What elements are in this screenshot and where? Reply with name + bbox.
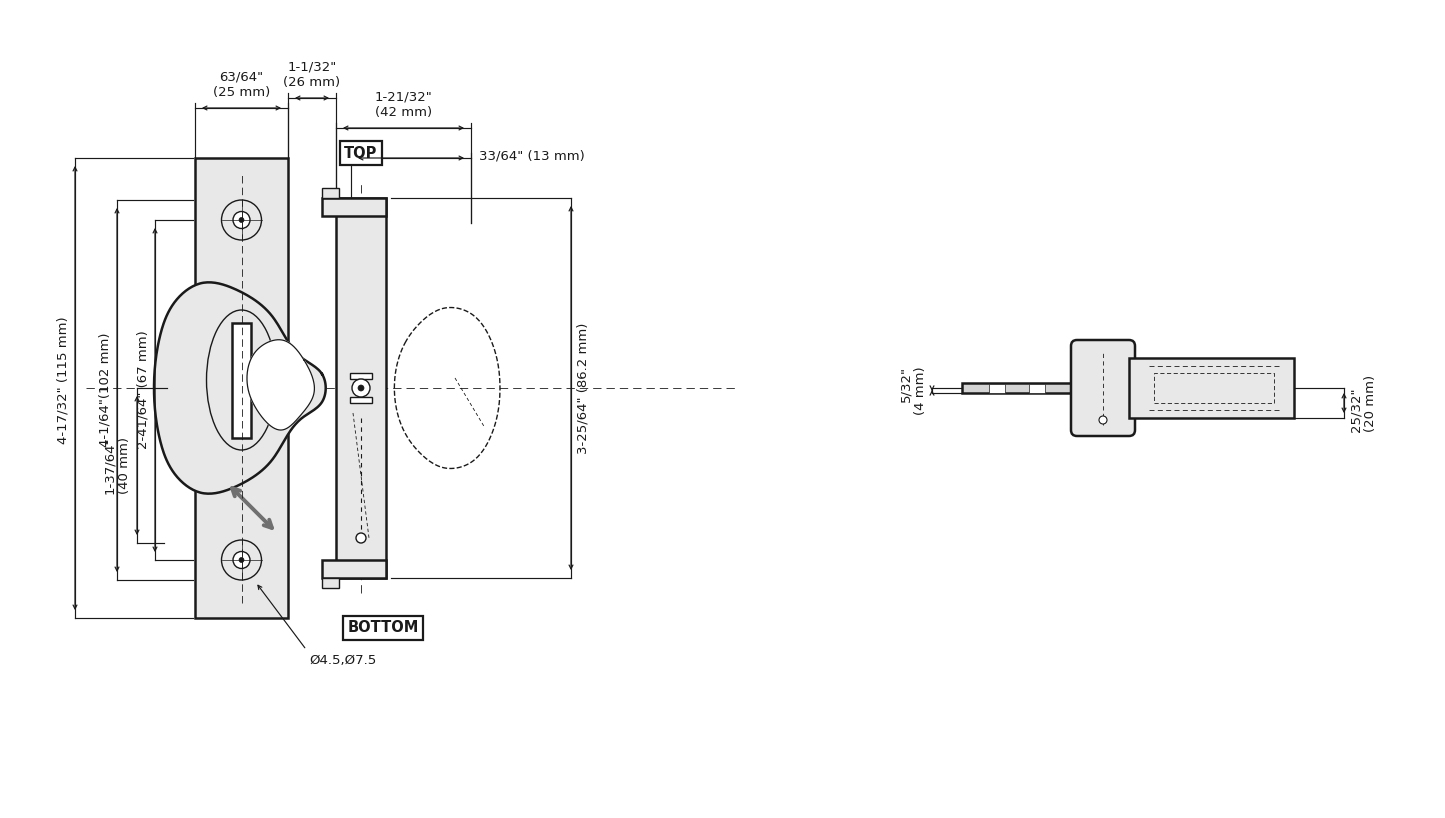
- Bar: [988, 384, 1004, 393]
- Bar: [322, 188, 340, 198]
- Text: 2-41/64" (67 mm): 2-41/64" (67 mm): [136, 330, 149, 449]
- Bar: [195, 158, 288, 618]
- Bar: [962, 383, 1077, 393]
- Text: TOP: TOP: [344, 146, 377, 160]
- Circle shape: [233, 212, 250, 228]
- Text: 1-37/64"
(40 mm): 1-37/64" (40 mm): [103, 437, 131, 494]
- Text: 25/32"
(20 mm): 25/32" (20 mm): [1350, 375, 1377, 432]
- Circle shape: [238, 558, 244, 563]
- Polygon shape: [155, 282, 325, 493]
- Text: 4-17/32" (115 mm): 4-17/32" (115 mm): [56, 317, 69, 444]
- Circle shape: [1100, 416, 1107, 424]
- Text: 33/64" (13 mm): 33/64" (13 mm): [478, 150, 585, 163]
- Bar: [1029, 384, 1045, 393]
- Text: 3-25/64" (86.2 mm): 3-25/64" (86.2 mm): [577, 322, 590, 454]
- Circle shape: [233, 551, 250, 569]
- Circle shape: [221, 540, 262, 580]
- Text: 63/64"
(25 mm): 63/64" (25 mm): [212, 71, 270, 99]
- Circle shape: [353, 379, 370, 397]
- Circle shape: [238, 218, 244, 222]
- Bar: [233, 322, 251, 438]
- Ellipse shape: [207, 310, 276, 450]
- Circle shape: [221, 200, 262, 240]
- Bar: [322, 560, 386, 578]
- Text: 4-1/64"(102 mm): 4-1/64"(102 mm): [98, 333, 111, 447]
- Bar: [322, 578, 340, 588]
- Text: Ø4.5,Ø7.5: Ø4.5,Ø7.5: [309, 654, 377, 667]
- Bar: [337, 198, 386, 578]
- Polygon shape: [247, 339, 315, 430]
- Circle shape: [355, 533, 366, 543]
- Text: BOTTOM: BOTTOM: [347, 621, 419, 636]
- Bar: [1129, 358, 1295, 418]
- Text: 5/32"
(4 mm): 5/32" (4 mm): [899, 366, 928, 415]
- Circle shape: [358, 385, 364, 391]
- Bar: [350, 373, 371, 379]
- Bar: [322, 198, 386, 216]
- Text: 1-1/32"
(26 mm): 1-1/32" (26 mm): [283, 61, 341, 89]
- FancyBboxPatch shape: [1071, 340, 1134, 436]
- Text: 1-21/32"
(42 mm): 1-21/32" (42 mm): [374, 91, 432, 119]
- Bar: [350, 397, 371, 403]
